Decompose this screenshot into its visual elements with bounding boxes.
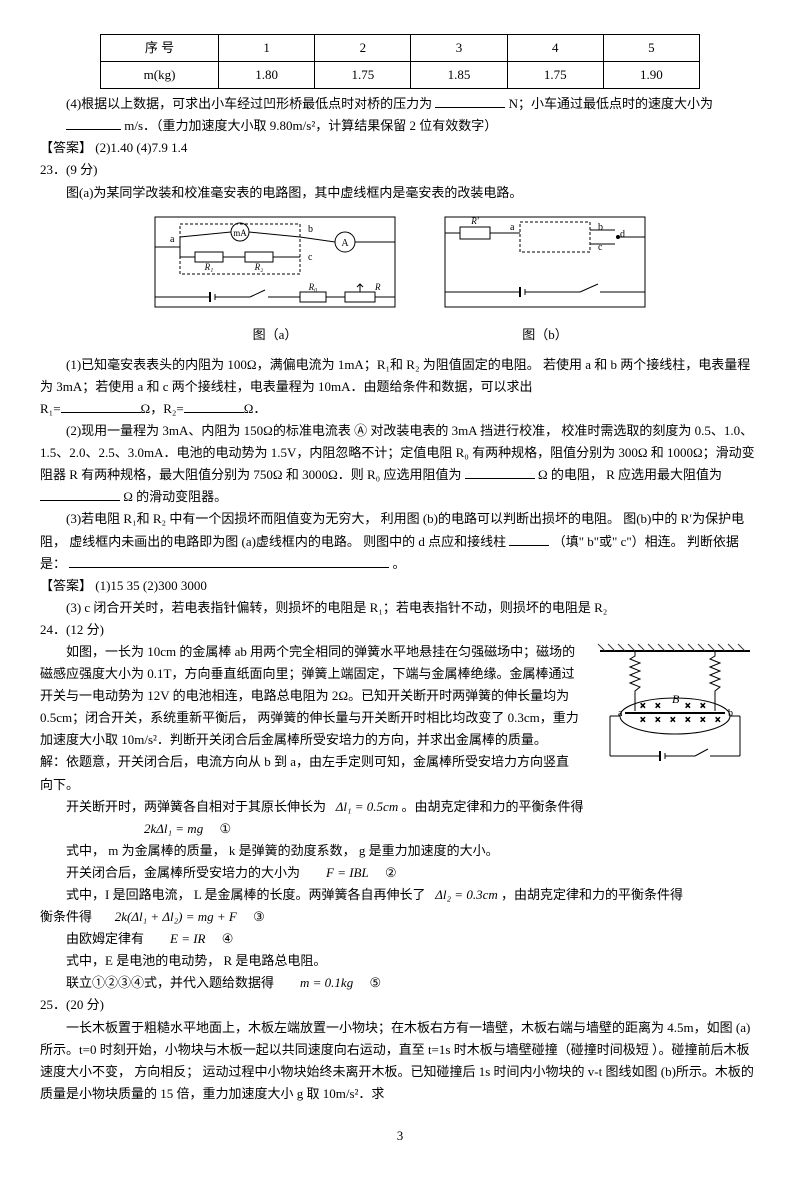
q23-p1: (1)已知毫安表表头的内阻为 100Ω，满偏电流为 1mA；R₁和 R₂ 为阻值… [40,354,760,398]
q24-sol4: 式中，I 是回路电流， L 是金属棒的长度。两弹簧各自再伸长了 Δl₂ = 0.… [66,884,760,906]
blank-r2 [184,399,244,413]
svg-text:×: × [640,701,646,712]
answer-23-line2: (3) c 闭合开关时，若电表指针偏转，则损坏的电阻是 R₁；若电表指针不动，则… [66,597,760,619]
blank-r0 [465,465,535,479]
svg-text:×: × [685,701,691,712]
q23-intro: 图(a)为某同学改装和校准毫安表的电路图，其中虚线框内是毫安表的改装电路。 [40,182,760,204]
q23-p1b: R₁=Ω，R₂=Ω． [40,398,760,420]
svg-text:×: × [670,715,676,726]
svg-text:a: a [170,234,175,245]
figure-row: mA R₁ R₂ a b c A [40,212,760,346]
blank-r1 [61,399,141,413]
svg-text:×: × [685,715,691,726]
svg-text:B: B [672,692,680,706]
answer-23-line1: 【答案】 (1)15 35 (2)300 3000 [40,575,760,597]
q24-eq3-line: 衡条件得 2k(Δl₁ + Δl₂) = mg + F ③ [40,906,760,928]
q24-sol2: 式中， m 为金属棒的质量， k 是弹簧的劲度系数， g 是重力加速度的大小。 [66,840,760,862]
svg-text:×: × [655,701,661,712]
blank-speed [66,116,121,130]
q23-p2: (2)现用一量程为 3mA、内阻为 150Ω的标准电流表 Ⓐ 对改装电表的 3m… [40,420,760,508]
q24-sol6: 式中，E 是电池的电动势， R 是电路总电阻。 [66,950,760,972]
figure-b: R′ a b c d 图（b） [440,212,650,346]
svg-text:c: c [308,252,313,263]
data-table: 序 号 1 2 3 4 5 m(kg) 1.80 1.75 1.85 1.75 … [100,34,700,89]
svg-text:×: × [640,715,646,726]
figure-24: × × × × × × × × × × B a b [590,641,760,778]
table-row-label: m(kg) [101,62,219,89]
blank-rmax [40,487,120,501]
q24-sol3: 开关闭合后，金属棒所受安培力的大小为 F = IBL ② [66,862,760,884]
svg-text:b: b [598,222,603,233]
blank-force [435,94,505,108]
q24-sol1: 开关断开时，两弹簧各自相对于其原长伸长为 Δl₁ = 0.5cm 。由胡克定律和… [66,796,760,818]
svg-text:d: d [620,229,625,240]
svg-text:×: × [655,715,661,726]
answer-22: 【答案】 (2)1.40 (4)7.9 1.4 [40,137,760,159]
svg-text:R₂: R₂ [254,262,264,272]
figure-a-caption: 图（a） [150,324,400,346]
circuit-b-svg: R′ a b c d [440,212,650,322]
figure-a: mA R₁ R₂ a b c A [150,212,400,346]
blank-bc [509,532,549,546]
svg-text:R₀: R₀ [308,282,318,292]
q24-eq1: 2kΔl₁ = mg ① [144,818,760,840]
svg-text:R: R [374,282,381,292]
svg-text:R′: R′ [470,216,479,226]
svg-text:b: b [728,708,733,719]
q24-title: 24．(12 分) [40,619,760,641]
page-number: 3 [40,1125,760,1147]
svg-text:mA: mA [233,228,247,238]
svg-text:×: × [700,701,706,712]
svg-text:×: × [715,715,721,726]
table-header: 序 号 [101,35,219,62]
blank-reason [69,554,389,568]
eq-dl1: Δl₁ = 0.5cm [336,799,398,814]
svg-text:b: b [308,224,313,235]
svg-text:a: a [510,222,515,233]
q24-sol7: 联立①②③④式，并代入题给数据得 m = 0.1kg ⑤ [66,972,760,994]
svg-text:A: A [341,238,349,249]
spring-circuit-svg: × × × × × × × × × × B a b [590,641,760,771]
svg-text:a: a [618,708,623,719]
q25-text: 一长木板置于粗糙水平地面上，木板左端放置一小物块；在木板右方有一墙壁，木板右端与… [40,1017,760,1105]
figure-b-caption: 图（b） [440,324,650,346]
q25-title: 25．(20 分) [40,994,760,1016]
q23-p3: (3)若电阻 R₁和 R₂ 中有一个因损坏而阻值变为无穷大， 利用图 (b)的电… [40,508,760,574]
eq-dl2: Δl₂ = 0.3cm [435,887,497,902]
q24-sol5: 由欧姆定律有 E = IR ④ [66,928,760,950]
circuit-a-svg: mA R₁ R₂ a b c A [150,212,400,322]
svg-text:R₁: R₁ [204,262,214,272]
q22-part4: (4)根据以上数据，可求出小车经过凹形桥最低点时对桥的压力为 N；小车通过最低点… [66,93,760,137]
q23-title: 23．(9 分) [40,159,760,181]
svg-text:×: × [700,715,706,726]
